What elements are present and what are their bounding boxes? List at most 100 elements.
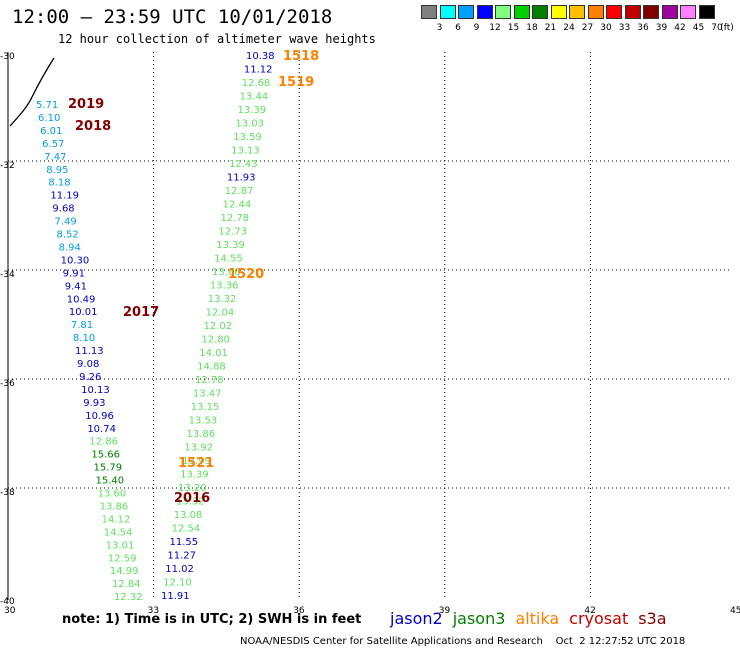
wave-height-east: 12.04 xyxy=(206,308,235,319)
scale-swatch xyxy=(606,5,622,19)
scale-label: 45 xyxy=(692,23,705,33)
scale-label: 33 xyxy=(618,23,631,33)
wave-height-east: 13.47 xyxy=(193,389,222,400)
satellite-cryosat: cryosat xyxy=(569,609,629,628)
wave-height-west: 10.01 xyxy=(69,307,98,318)
scale-swatch xyxy=(495,5,511,19)
lat-tick-label: -40 xyxy=(0,597,15,607)
wave-height-west: 11.19 xyxy=(50,191,79,202)
scale-swatch xyxy=(458,5,474,19)
satellite-jason3: jason3 xyxy=(452,609,506,628)
wave-height-east: 12.80 xyxy=(201,335,230,346)
pass-time-label: 1518 xyxy=(283,49,319,64)
wave-height-west: 6.01 xyxy=(40,126,62,137)
wave-height-west: 12.59 xyxy=(108,553,137,564)
lat-tick-label: -30 xyxy=(0,52,15,62)
wave-height-west: 7.49 xyxy=(54,217,76,228)
satellite-altika: altika xyxy=(515,609,560,628)
coastline xyxy=(9,57,55,127)
wave-height-east: 13.92 xyxy=(184,443,213,454)
wave-height-east: 13.53 xyxy=(189,416,218,427)
wave-height-west: 15.40 xyxy=(96,476,125,487)
wave-height-east: 12.43 xyxy=(229,159,258,170)
scale-swatch xyxy=(587,5,604,19)
wave-height-east: 14.55 xyxy=(214,254,243,265)
wave-height-west: 9.93 xyxy=(83,398,105,409)
lon-tick-label: 36 xyxy=(293,606,305,616)
wave-height-west: 10.96 xyxy=(85,411,114,422)
page-title: 12:00 – 23:59 UTC 10/01/2018 xyxy=(12,6,333,28)
wave-height-east: 13.39 xyxy=(216,240,245,251)
pass-time-label: 2019 xyxy=(68,97,104,112)
wave-height-east: 11.93 xyxy=(227,173,256,184)
wave-height-east: 13.39 xyxy=(180,470,209,481)
lat-tick-label: -32 xyxy=(0,161,15,171)
wave-height-east: 13.36 xyxy=(210,281,239,292)
wave-height-west: 13.86 xyxy=(100,501,129,512)
scale-label: 42 xyxy=(674,23,686,33)
scale-swatch xyxy=(680,5,696,19)
wave-height-east: 11.12 xyxy=(244,65,273,76)
scale-swatch xyxy=(698,5,715,19)
wave-height-west: 8.52 xyxy=(57,230,79,241)
satellite-legend: jason2 jason3 altika cryosat s3a xyxy=(390,609,677,628)
wave-height-west: 5.71 xyxy=(36,100,58,111)
wave-height-east: 13.99 xyxy=(182,456,211,467)
wave-height-east: 13.13 xyxy=(231,146,260,157)
wave-height-east: 13.44 xyxy=(240,92,269,103)
scale-swatch xyxy=(661,5,678,19)
scale-label: 18 xyxy=(526,23,538,33)
wave-height-west: 12.32 xyxy=(114,592,143,603)
lon-tick-label: 45 xyxy=(730,606,740,616)
wave-height-east: 12.68 xyxy=(242,78,271,89)
lat-tick-label: -34 xyxy=(0,270,15,280)
wave-height-west: 11.13 xyxy=(75,346,104,357)
scale-label: 24 xyxy=(563,23,575,33)
wave-height-west: 6.10 xyxy=(38,113,60,124)
wave-height-west: 8.10 xyxy=(73,333,95,344)
wave-height-east: 12.78 xyxy=(221,213,250,224)
scale-label: 27 xyxy=(581,23,594,33)
scale-label: 3 xyxy=(436,23,443,33)
scale-label: 21 xyxy=(544,23,557,33)
wave-height-east: 13.32 xyxy=(176,497,205,508)
scale-swatch xyxy=(624,5,641,19)
wave-height-east: 13.15 xyxy=(191,402,220,413)
wave-height-east: 12.44 xyxy=(223,200,252,211)
page-subtitle: 12 hour collection of altimeter wave hei… xyxy=(58,32,376,46)
lon-tick-label: 30 xyxy=(4,606,16,616)
scale-label: 30 xyxy=(600,23,612,33)
wave-height-tracks: 10.38 11.12 12.68 13.44 13.39 13.03 13.59 13.13… xyxy=(36,51,275,603)
wave-height-east: 12.10 xyxy=(163,578,192,589)
footer-credit: NOAA/NESDIS Center for Satellite Applica… xyxy=(240,636,686,647)
scale-label: 15 xyxy=(507,23,520,33)
satellite-s3a: s3a xyxy=(638,609,667,628)
scale-label: 36 xyxy=(637,23,649,33)
map-grid xyxy=(7,52,732,600)
wave-height-east: 12.73 xyxy=(218,227,247,238)
scale-label: 39 xyxy=(655,23,668,33)
wave-height-west: 15.79 xyxy=(93,463,122,474)
pass-time-label: 1519 xyxy=(278,75,314,90)
wave-height-west: 6.57 xyxy=(42,139,64,150)
scale-swatch xyxy=(643,5,659,19)
scale-swatch xyxy=(569,5,585,19)
wave-height-west: 10.30 xyxy=(61,255,90,266)
wave-height-east: 13.86 xyxy=(187,429,216,440)
wave-height-west: 9.08 xyxy=(77,359,99,370)
wave-height-east: 11.91 xyxy=(161,591,190,602)
scale-swatch xyxy=(476,5,493,19)
scale-swatch xyxy=(439,5,456,19)
wave-height-west: 14.54 xyxy=(104,527,133,538)
wave-height-west: 10.49 xyxy=(67,294,96,305)
lat-tick-label: -38 xyxy=(0,488,15,498)
pass-time-label: 2018 xyxy=(75,119,111,134)
scale-label: 6 xyxy=(455,23,461,33)
wave-height-west: 7.47 xyxy=(44,152,66,163)
scale-swatch xyxy=(513,5,530,19)
wave-height-east: 14.88 xyxy=(197,362,226,373)
wave-height-east: 14.01 xyxy=(199,348,228,359)
lon-tick-label: 33 xyxy=(148,606,159,616)
wave-height-west: 12.86 xyxy=(89,437,118,448)
